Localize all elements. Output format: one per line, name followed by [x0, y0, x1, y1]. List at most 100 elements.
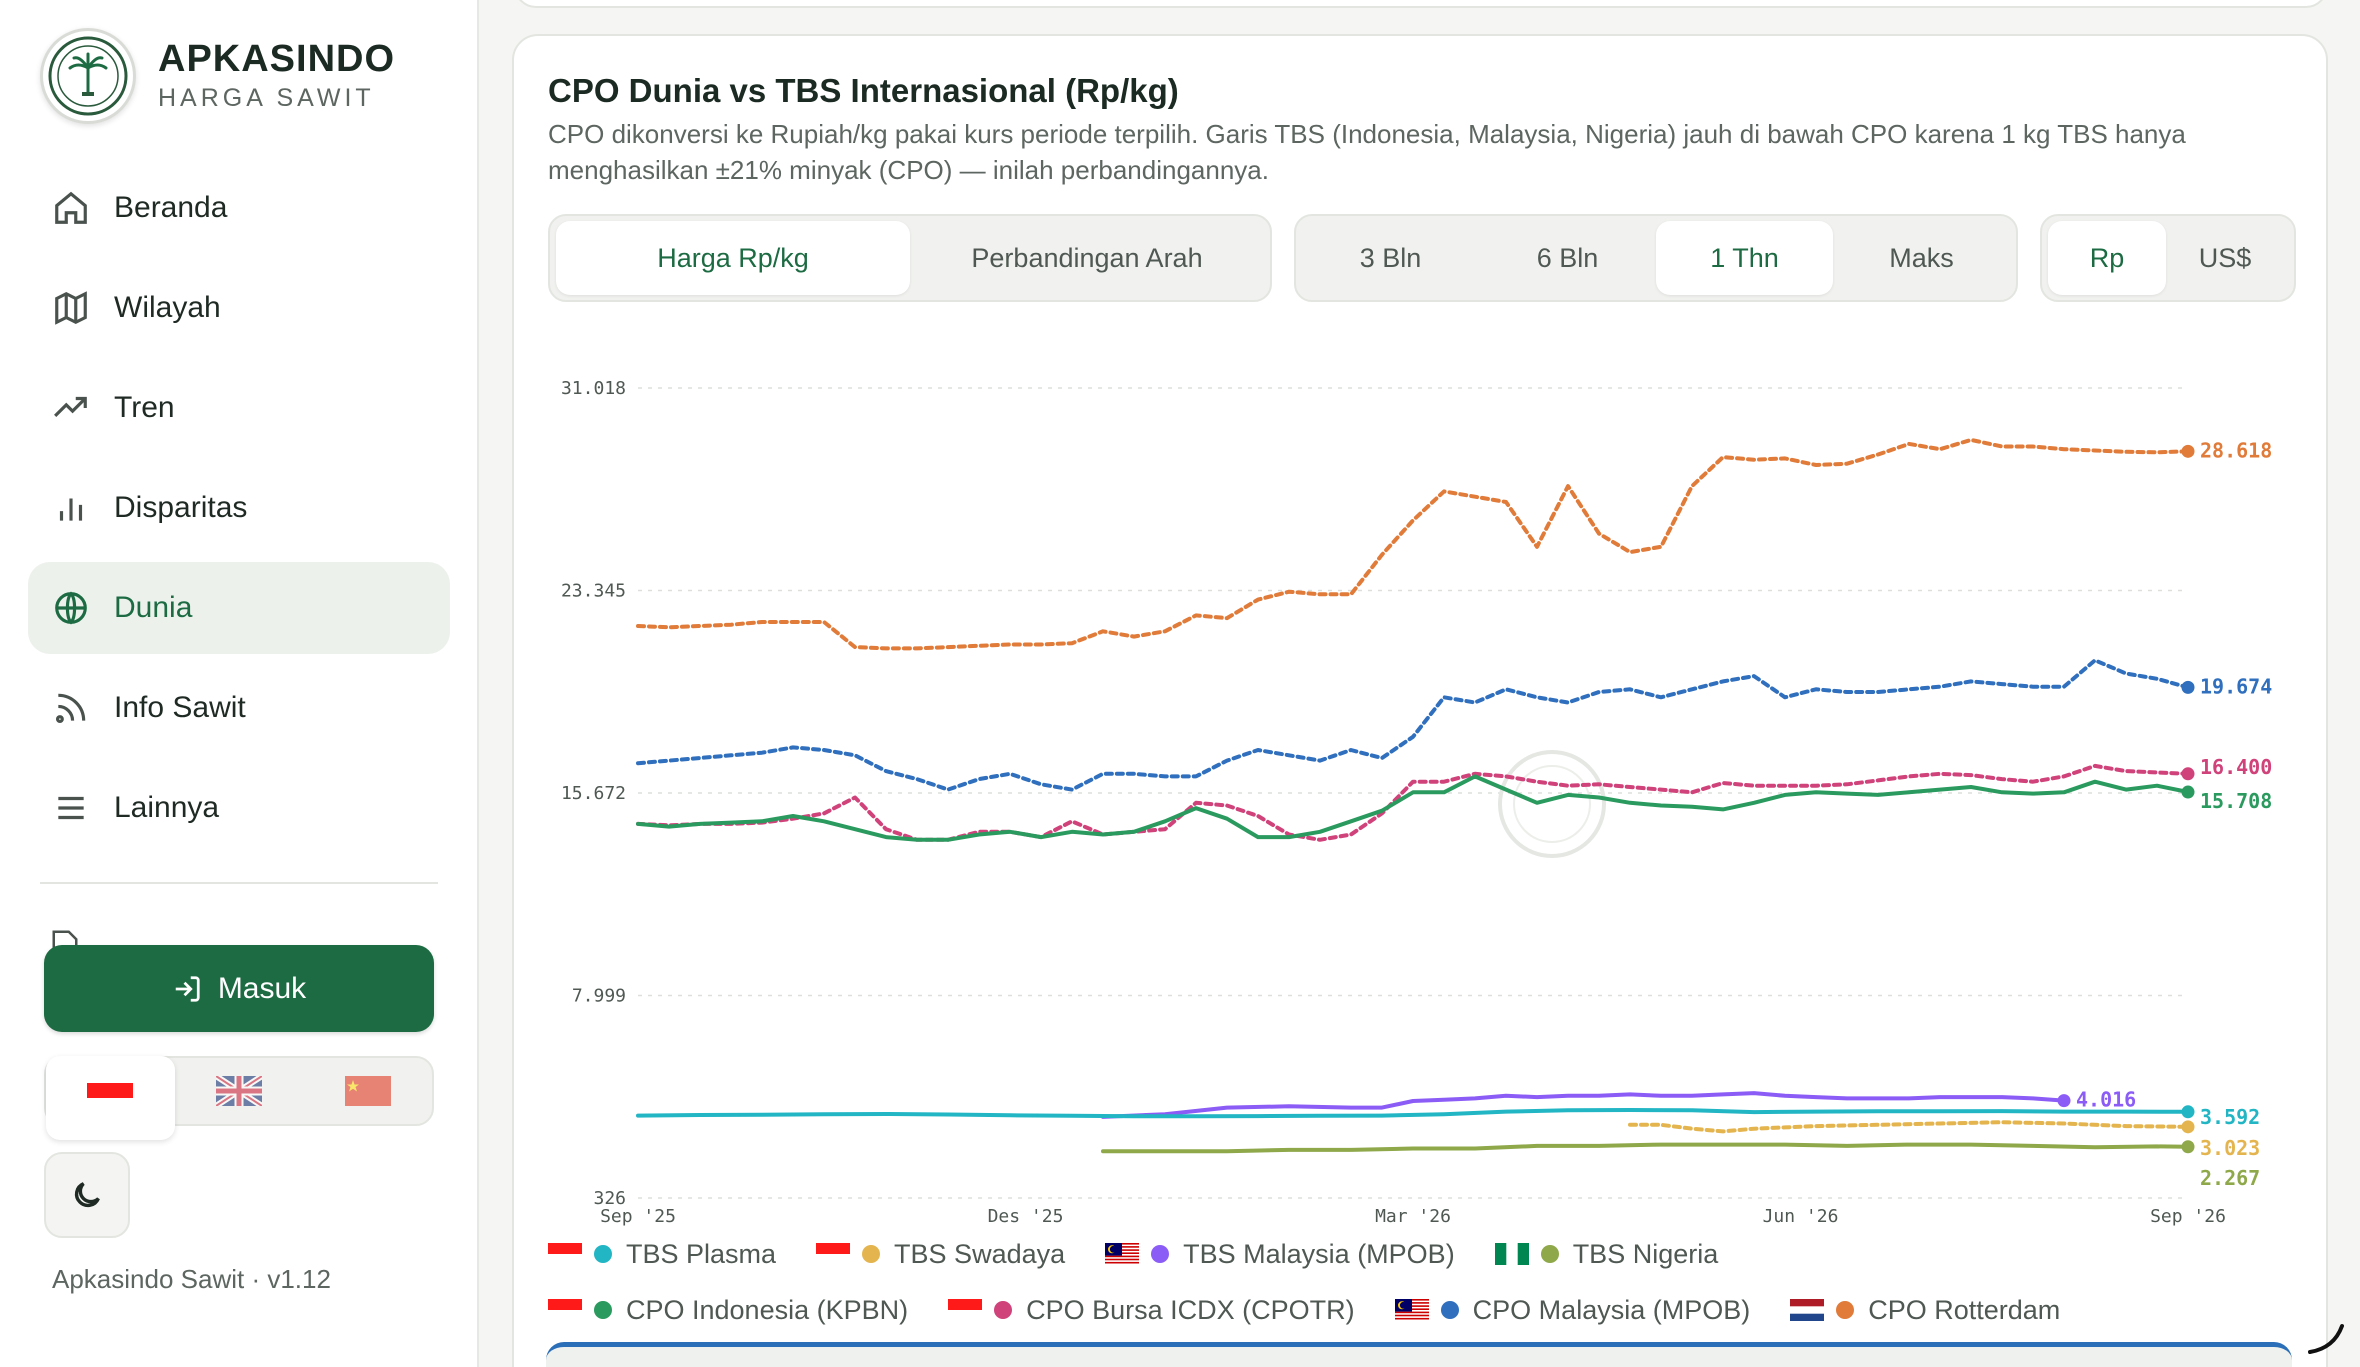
apkasindo-logo: [40, 28, 136, 124]
series-line: [636, 774, 2190, 842]
y-tick-label: 7.999: [572, 986, 626, 1007]
sidebar-item-tren[interactable]: Tren: [28, 362, 450, 454]
chart-legend: TBS Plasma TBS Swadaya TBS Malaysia (MPO…: [548, 1226, 2308, 1338]
currency-usd[interactable]: US$: [2198, 242, 2252, 273]
sidebar-item-label: Tren: [114, 391, 175, 424]
series-end-label: 28.618: [2200, 438, 2272, 462]
view-mode-toggle: Harga Rp/kg Perbandingan Arah: [548, 214, 1272, 302]
next-card: [546, 1342, 2292, 1367]
series-end-point: [2181, 785, 2195, 799]
y-tick-label: 31.018: [561, 378, 626, 399]
legend-item-tbs-malaysia[interactable]: TBS Malaysia (MPOB): [1105, 1239, 1455, 1270]
series-line: [636, 437, 2190, 651]
world-price-card: CPO Dunia vs TBS Internasional (Rp/kg) C…: [512, 34, 2328, 1367]
currency-toggle: Rp US$: [2040, 214, 2296, 302]
legend-item-cpo-icdx[interactable]: CPO Bursa ICDX (CPOTR): [948, 1295, 1355, 1326]
legend-swatch: [862, 1245, 881, 1263]
legend-swatch: [994, 1301, 1013, 1319]
netherlands-flag-icon: [1790, 1299, 1825, 1321]
login-button[interactable]: Masuk: [44, 945, 434, 1032]
sidebar-item-beranda[interactable]: Beranda: [28, 162, 450, 254]
bar-chart-icon: [50, 487, 92, 529]
legend-row-cpo: CPO Indonesia (KPBN) CPO Bursa ICDX (CPO…: [548, 1282, 2308, 1338]
legend-item-cpo-malaysia[interactable]: CPO Malaysia (MPOB): [1394, 1295, 1750, 1326]
card-description: CPO dikonversi ke Rupiah/kg pakai kurs p…: [548, 119, 2186, 185]
range-1-thn[interactable]: 1 Thn: [1656, 221, 1833, 295]
x-tick-label: Jun '26: [1763, 1206, 1839, 1226]
x-tick-label: Mar '26: [1375, 1206, 1451, 1226]
legend-swatch: [594, 1301, 612, 1319]
series-line: [636, 1108, 2190, 1119]
legend-swatch: [1440, 1301, 1459, 1319]
series-end-point: [2181, 767, 2195, 781]
legend-item-cpo-rotterdam[interactable]: CPO Rotterdam: [1790, 1295, 2060, 1326]
sidebar-item-wilayah[interactable]: Wilayah: [28, 262, 450, 354]
legend-item-tbs-plasma[interactable]: TBS Plasma: [548, 1239, 776, 1270]
series-end-point: [2181, 1140, 2195, 1154]
range-3-bln[interactable]: 3 Bln: [1359, 242, 1422, 273]
resize-handle-icon[interactable]: [2300, 1310, 2350, 1360]
series-end-point: [2181, 1120, 2195, 1134]
tab-perbandingan-arah[interactable]: Perbandingan Arah: [971, 242, 1203, 273]
legend-label: TBS Nigeria: [1572, 1238, 1719, 1269]
indonesia-flag-icon: [548, 1299, 582, 1321]
legend-label: TBS Plasma: [626, 1238, 777, 1269]
sidebar-item-lainnya[interactable]: Lainnya: [28, 762, 450, 854]
malaysia-flag-icon: [1105, 1243, 1140, 1265]
language-option-zh[interactable]: [303, 1058, 432, 1124]
sidebar-item-dunia[interactable]: Dunia: [28, 562, 450, 654]
legend-item-cpo-indonesia[interactable]: CPO Indonesia (KPBN): [548, 1295, 908, 1326]
series-end-point: [2181, 444, 2195, 458]
series-end-point: [2057, 1094, 2071, 1108]
uk-flag-icon: [216, 1076, 262, 1106]
legend-item-tbs-swadaya[interactable]: TBS Swadaya: [816, 1239, 1065, 1270]
map-icon: [50, 287, 92, 329]
sidebar-item-label: Disparitas: [114, 491, 248, 524]
language-option-id[interactable]: [46, 1056, 175, 1140]
legend-swatch: [1836, 1301, 1855, 1319]
series-line: [636, 763, 2190, 842]
globe-icon: [50, 587, 92, 629]
series-end-point: [2181, 680, 2195, 694]
series-end-point: [2181, 1105, 2195, 1119]
series-end-label: 2.267: [2200, 1166, 2260, 1190]
legend-label: CPO Rotterdam: [1868, 1294, 2061, 1325]
range-maks[interactable]: Maks: [1889, 242, 1954, 273]
rss-icon: [50, 687, 92, 729]
trending-up-icon: [50, 387, 92, 429]
moon-icon: [74, 1182, 100, 1208]
sidebar-item-disparitas[interactable]: Disparitas: [28, 462, 450, 554]
document-icon: [50, 928, 130, 950]
login-icon: [175, 975, 200, 1002]
legend-item-tbs-nigeria[interactable]: TBS Nigeria: [1494, 1238, 1719, 1270]
language-switcher: [44, 1056, 434, 1140]
sidebar-item-label: Dunia: [114, 591, 193, 624]
sidebar-item-info-sawit[interactable]: Info Sawit: [28, 662, 450, 754]
legend-swatch: [1540, 1245, 1559, 1263]
brand[interactable]: APKASINDO HARGA SAWIT: [40, 28, 395, 124]
indonesia-flag-icon: [87, 1083, 134, 1113]
indonesia-flag-icon: [816, 1243, 851, 1265]
card-title: CPO Dunia vs TBS Internasional (Rp/kg): [548, 72, 1179, 109]
legend-row-tbs: TBS Plasma TBS Swadaya TBS Malaysia (MPO…: [548, 1226, 2308, 1282]
y-tick-label: 326: [593, 1188, 626, 1209]
tab-harga[interactable]: Harga Rp/kg: [556, 221, 910, 295]
app-version: Apkasindo Sawit · v1.12: [52, 1264, 331, 1294]
china-flag-icon: [344, 1076, 391, 1106]
y-tick-label: 23.345: [561, 581, 626, 602]
x-tick-label: Sep '26: [2150, 1206, 2226, 1226]
malaysia-flag-icon: [1394, 1299, 1429, 1321]
series-end-label: 19.674: [2200, 674, 2272, 698]
range-6-bln[interactable]: 6 Bln: [1536, 242, 1599, 273]
language-option-en[interactable]: [175, 1058, 304, 1124]
home-icon: [50, 187, 92, 229]
x-tick-label: Des '25: [988, 1206, 1064, 1226]
indonesia-flag-icon: [948, 1299, 983, 1321]
login-label: Masuk: [217, 971, 307, 1005]
indonesia-flag-icon: [548, 1243, 582, 1265]
currency-rp[interactable]: Rp: [2048, 221, 2166, 295]
y-tick-label: 15.672: [561, 783, 626, 804]
sidebar-nav: Beranda Wilayah Tren Disparitas Dunia In…: [28, 162, 450, 862]
theme-toggle-button[interactable]: [44, 1152, 130, 1238]
